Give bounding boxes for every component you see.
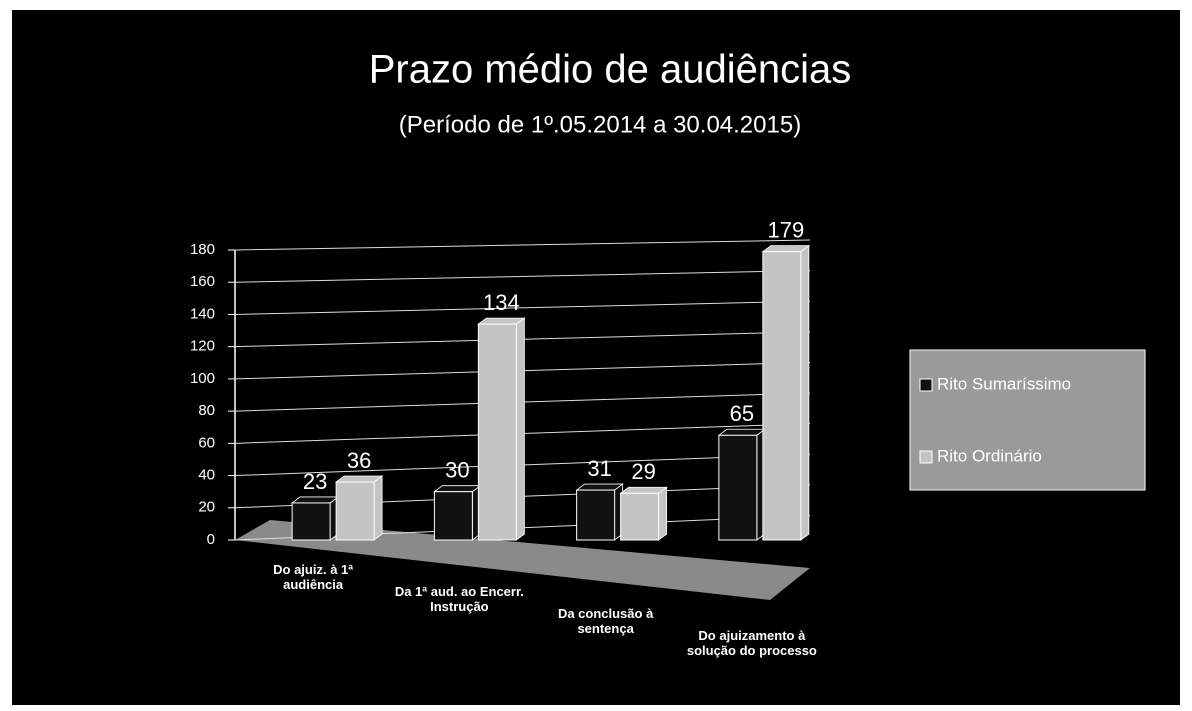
bar-top xyxy=(575,483,624,491)
y-tick-label: 40 xyxy=(198,467,215,484)
data-label: 36 xyxy=(347,448,371,473)
y-tick-label: 20 xyxy=(198,499,215,516)
data-label: 30 xyxy=(445,457,469,482)
data-label: 31 xyxy=(587,456,611,481)
bar xyxy=(291,502,331,541)
y-tick-label: 0 xyxy=(207,531,215,548)
y-tick-label: 180 xyxy=(190,241,215,258)
chart-title: Prazo médio de audiências xyxy=(369,48,852,92)
bar xyxy=(718,434,758,541)
bar xyxy=(762,251,802,541)
bar xyxy=(335,481,375,541)
bar-top xyxy=(717,428,767,436)
data-label: 65 xyxy=(730,401,754,426)
data-label: 179 xyxy=(768,217,805,242)
y-tick-label: 120 xyxy=(190,338,215,355)
legend-swatch xyxy=(919,378,933,392)
y-tick-label: 100 xyxy=(190,370,215,387)
data-label: 29 xyxy=(631,459,655,484)
x-tick-label: Do ajuiz. à 1ª audiência xyxy=(273,562,354,592)
grid-line xyxy=(234,300,811,315)
bar-top xyxy=(334,475,384,483)
y-tick-label: 80 xyxy=(198,402,215,419)
bar xyxy=(576,489,616,541)
x-tick-label: Da 1ª aud. ao Encerr. Instrução xyxy=(394,584,524,614)
bar xyxy=(477,323,517,541)
legend-label: Rito Ordinário xyxy=(937,446,1042,465)
bar-top xyxy=(477,317,526,325)
x-tick-label: Do ajuizamento à solução do processo xyxy=(686,628,817,658)
bar xyxy=(620,492,660,541)
y-tick-label: 60 xyxy=(198,434,215,451)
bar-side xyxy=(658,486,668,541)
bar-side xyxy=(515,317,525,541)
legend-label: Rito Sumaríssimo xyxy=(937,374,1071,393)
x-tick-label: Da conclusão à sentença xyxy=(557,606,654,636)
legend-box xyxy=(909,349,1146,491)
bar-top xyxy=(619,486,668,494)
legend-swatch xyxy=(919,450,933,464)
data-label: 134 xyxy=(483,290,520,315)
data-label: 23 xyxy=(303,469,327,494)
bar-side xyxy=(800,244,810,541)
grid-line xyxy=(234,270,811,283)
floor xyxy=(235,520,810,600)
bar-side xyxy=(373,475,383,541)
chart-subtitle: (Período de 1º.05.2014 a 30.04.2015) xyxy=(399,111,801,138)
bar xyxy=(433,491,473,541)
bar-top xyxy=(290,496,340,504)
bar-top xyxy=(761,245,811,253)
bar-top xyxy=(433,485,482,493)
grid-line xyxy=(234,239,811,251)
y-tick-label: 140 xyxy=(190,305,215,322)
y-tick-label: 160 xyxy=(190,273,215,290)
